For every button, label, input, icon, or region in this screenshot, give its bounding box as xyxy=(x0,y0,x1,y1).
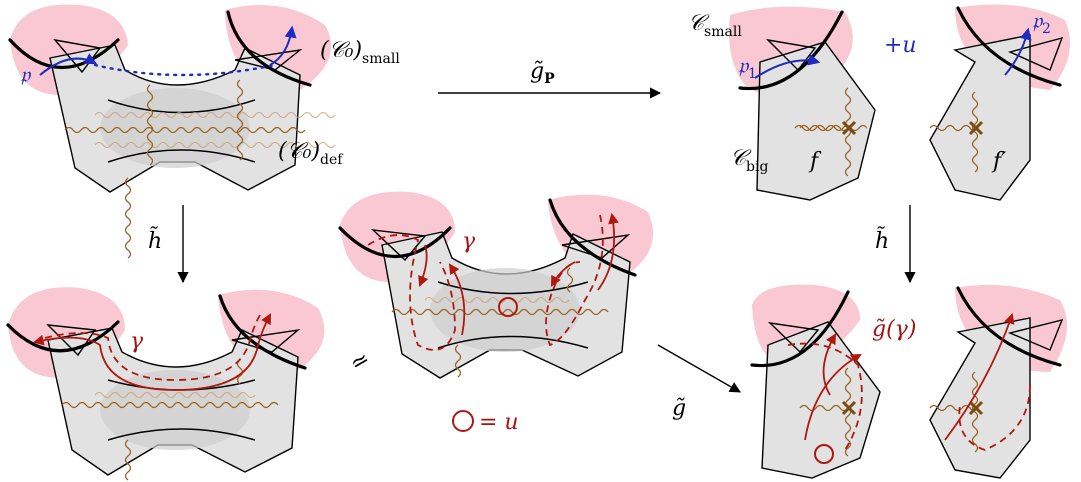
label-gamma-mid: γ xyxy=(462,229,476,254)
gray-piece-f xyxy=(756,41,876,201)
dotted-blue-path xyxy=(93,63,277,77)
label-loop-eq: = u xyxy=(479,410,519,435)
label-p: 𝔭 xyxy=(20,63,32,88)
triangle-right xyxy=(1007,318,1064,351)
wavy-line xyxy=(391,308,609,316)
panel-top-right: 𝒞small 𝔭1 𝔭2 +u 𝒞big f f′ xyxy=(688,4,1070,201)
wavy-line xyxy=(61,401,279,409)
gray-piece-f-prime xyxy=(929,317,1031,479)
label-g-gamma: g̃(γ) xyxy=(872,317,916,342)
rim-left xyxy=(8,38,120,70)
gamma-path xyxy=(32,313,272,391)
panel-bottom-middle: γ = u xyxy=(338,191,654,435)
rim-left xyxy=(338,226,452,259)
wavy-vertical xyxy=(124,439,132,481)
label-c0-small: (𝒞₀)small xyxy=(320,38,400,67)
label-p2: 𝔭2 xyxy=(1032,9,1051,37)
wavy-vertical xyxy=(971,371,979,453)
gamma-path-dashed xyxy=(44,311,263,381)
wavy-vertical xyxy=(844,87,852,177)
rim-right xyxy=(956,286,1062,367)
gamma-path xyxy=(597,212,619,291)
gamma-path-dashed xyxy=(958,384,1031,451)
gamma-path-dashed xyxy=(787,342,863,451)
arrow-h-right: h̃ xyxy=(875,205,916,284)
label-h-left: h̃ xyxy=(148,227,162,254)
wavy-vertical xyxy=(971,91,979,173)
wavy-line-faint xyxy=(94,391,256,399)
crossing-mark xyxy=(841,120,857,136)
rim-right xyxy=(548,198,637,277)
triangle-right xyxy=(561,233,631,259)
wavy-line xyxy=(799,124,849,132)
wavy-line xyxy=(929,124,979,132)
label-f-prime: f′ xyxy=(991,149,1006,174)
label-c0-def: (𝒞₀)def xyxy=(278,139,344,168)
wavy-line xyxy=(929,404,979,412)
blue-arrow-out xyxy=(269,25,297,66)
rim-left xyxy=(750,290,850,368)
gamma-path xyxy=(944,312,1015,441)
triangle-right xyxy=(1007,36,1064,71)
triangle-left xyxy=(767,321,820,354)
wavy-vertical xyxy=(124,177,132,259)
wavy-vertical xyxy=(454,344,462,378)
crossing-mark xyxy=(968,120,984,136)
label-p1: 𝔭1 xyxy=(738,54,757,82)
triangle-right xyxy=(234,48,303,71)
blue-arrow-out xyxy=(1004,27,1032,76)
crossing-mark xyxy=(841,400,857,416)
arrow-g-P: g̃P xyxy=(438,59,662,99)
crossing-mark xyxy=(968,400,984,416)
rim-right xyxy=(226,10,312,87)
rim-left xyxy=(738,10,844,91)
wavy-line xyxy=(799,404,849,412)
label-gamma-left: γ xyxy=(130,329,144,354)
triangle-left xyxy=(370,229,427,262)
wavy-vertical xyxy=(844,367,852,457)
gamma-path xyxy=(804,353,862,441)
label-plus-u: +u xyxy=(884,33,917,58)
gray-piece-f-prime xyxy=(929,34,1031,201)
rim-right xyxy=(956,6,1062,87)
wavy-line-faint xyxy=(424,296,570,304)
gamma-path xyxy=(822,333,837,396)
wavy-vertical xyxy=(566,267,574,293)
panel-top-left: 𝔭 (𝒞₀)small (𝒞₀)def xyxy=(8,4,400,259)
deformation-shade xyxy=(100,370,250,450)
loop-u xyxy=(498,297,518,317)
blue-arrow-in xyxy=(39,53,98,76)
triangle-left xyxy=(765,38,817,72)
label-simeq: ≃ xyxy=(346,346,374,377)
gamma-path xyxy=(448,263,466,336)
blue-arrow-in xyxy=(754,53,821,79)
loop-u xyxy=(814,444,834,464)
gamma-path xyxy=(550,261,576,287)
panel-bottom-right: g̃(γ) xyxy=(750,284,1068,479)
label-g-tilde: g̃ xyxy=(672,396,686,421)
lower-arc xyxy=(107,428,256,441)
loop-legend-icon xyxy=(452,410,474,432)
gamma-path-dashed xyxy=(367,234,456,351)
gamma-path xyxy=(418,244,429,288)
label-g-P: g̃P xyxy=(530,59,555,87)
lower-arc xyxy=(437,335,589,349)
label-h-right: h̃ xyxy=(875,227,889,254)
arrow-h-left: h̃ xyxy=(148,205,189,284)
lower-arc xyxy=(107,149,256,163)
upper-arc xyxy=(437,281,589,295)
arrow-g: g̃ xyxy=(657,344,741,421)
panel-bottom-left: γ xyxy=(6,287,325,481)
